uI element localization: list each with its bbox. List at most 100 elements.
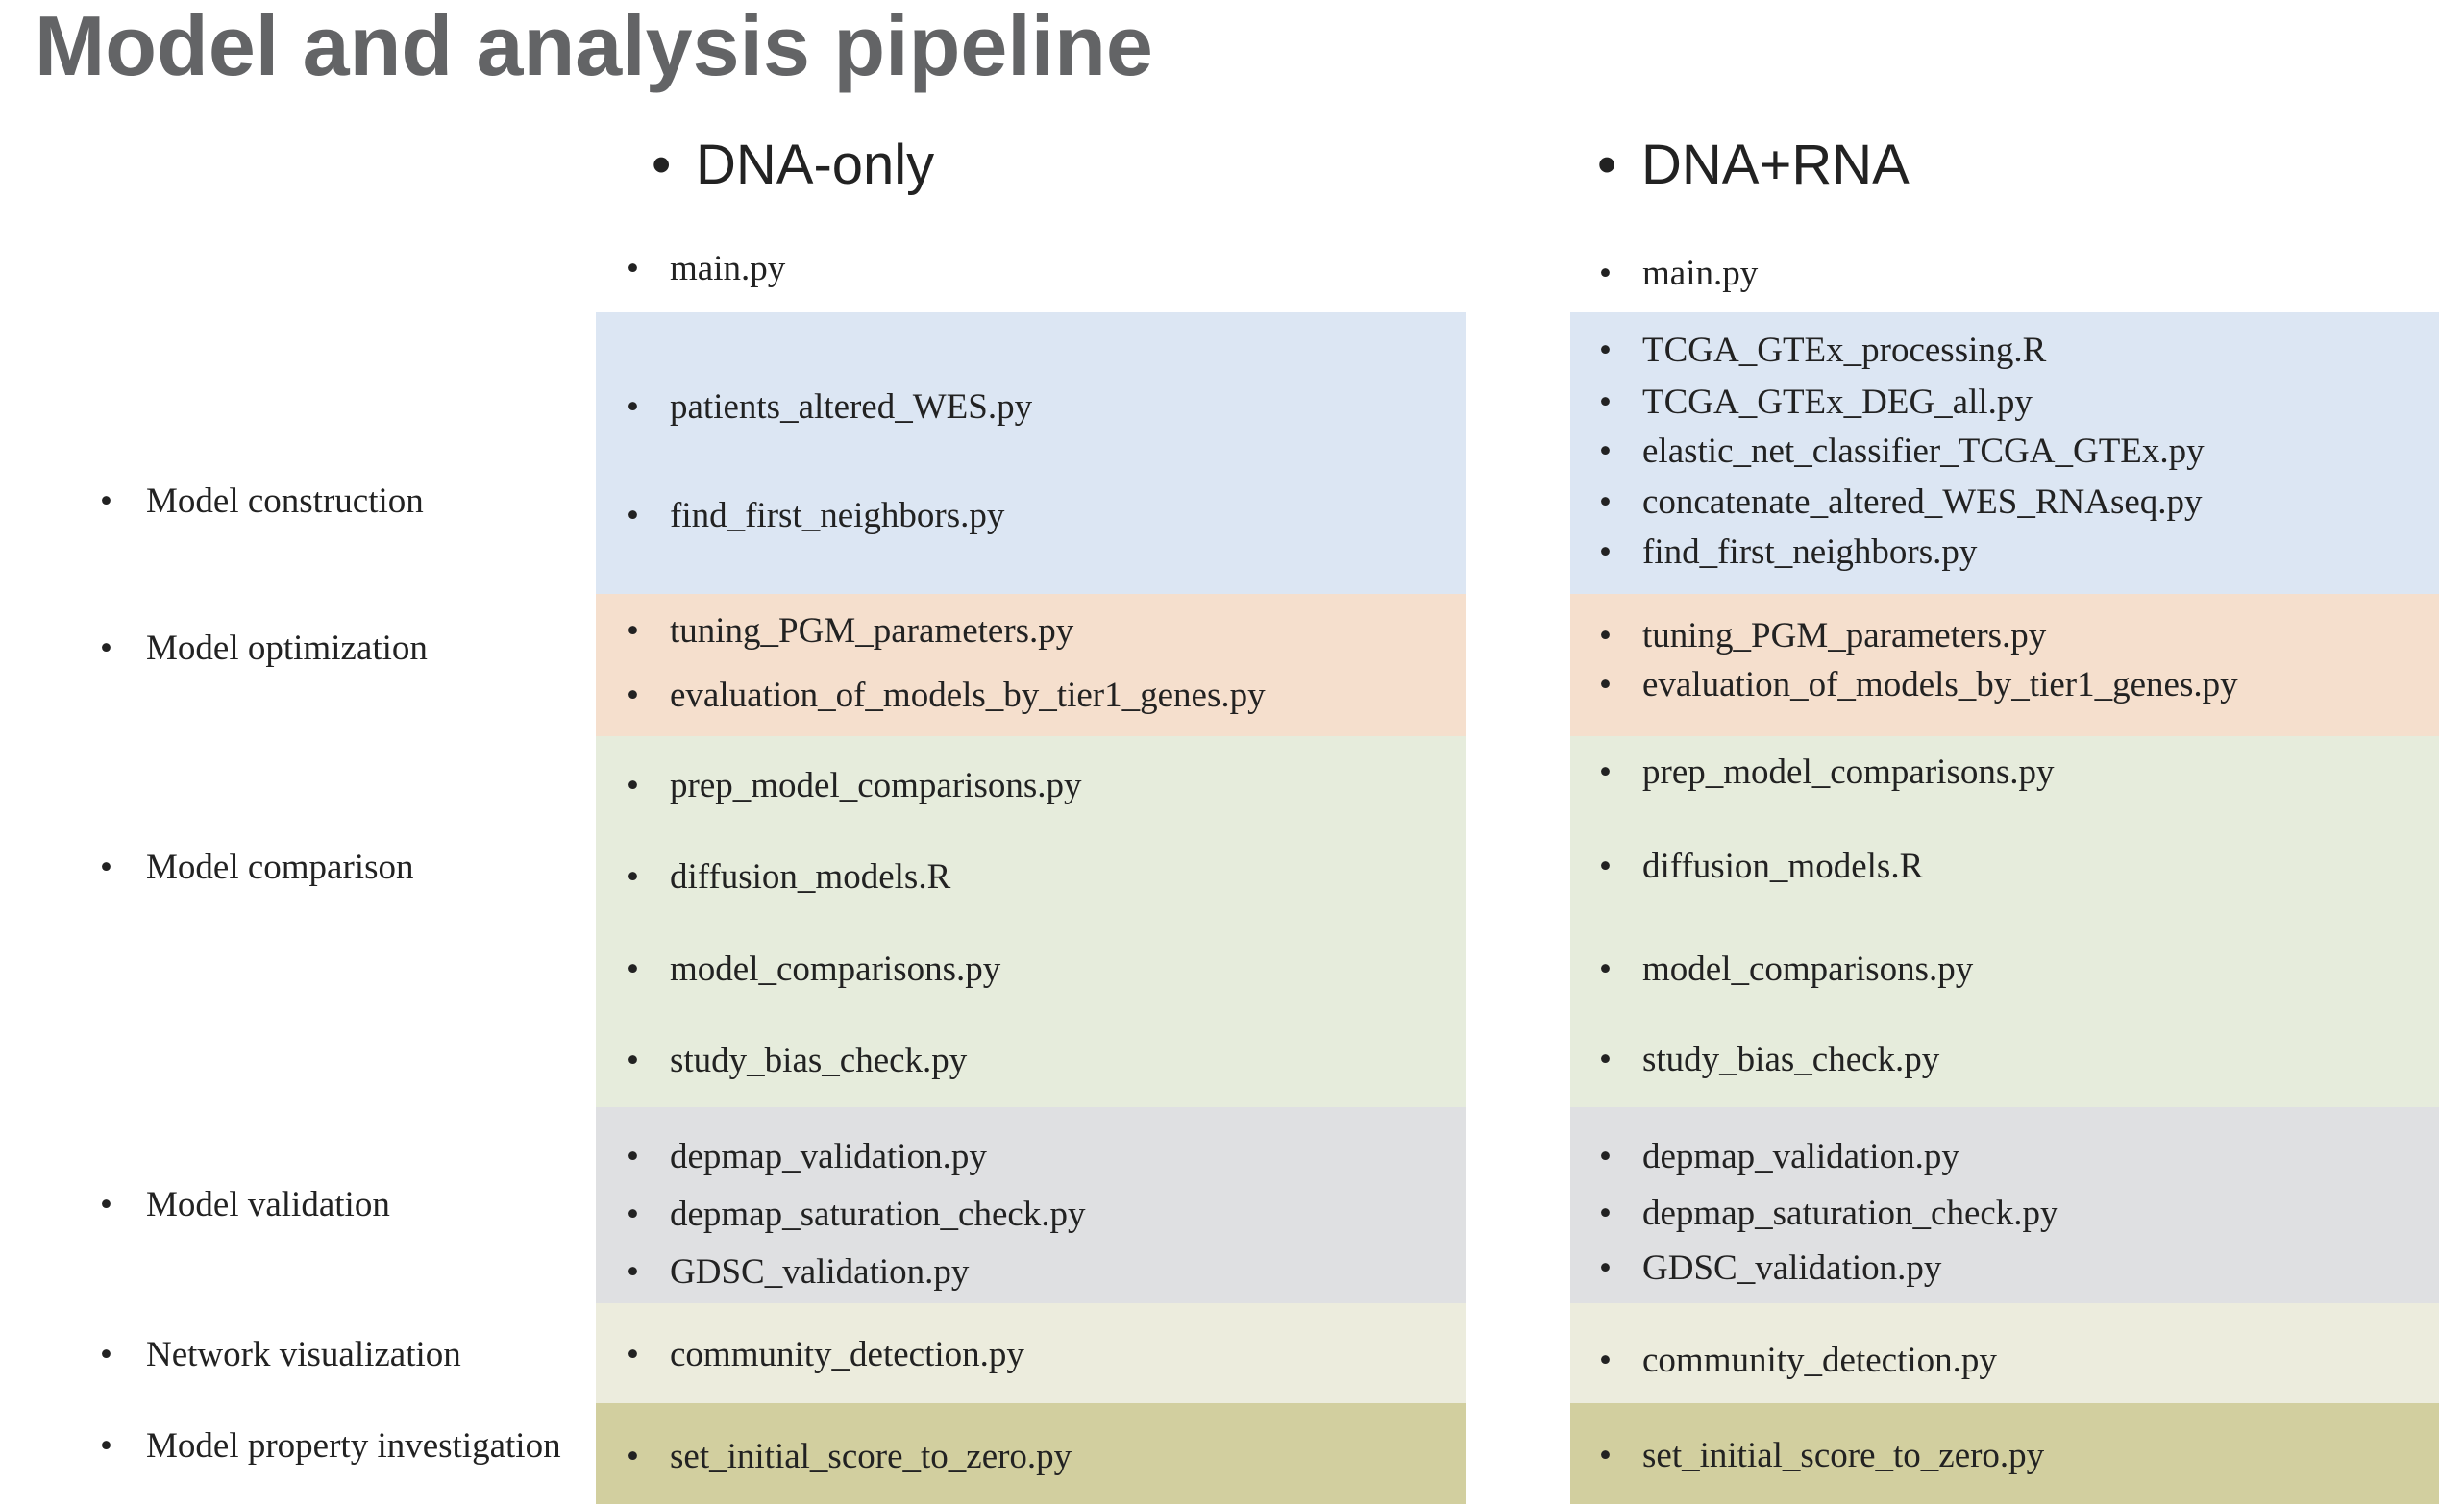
section-band-validation xyxy=(596,1107,1466,1303)
script-item: • prep_model_comparisons.py xyxy=(627,765,1082,807)
script-text: diffusion_models.R xyxy=(1642,847,1924,886)
script-item: • depmap_validation.py xyxy=(1599,1136,1959,1178)
script-text: elastic_net_classifier_TCGA_GTEx.py xyxy=(1642,432,2205,471)
page-title: Model and analysis pipeline xyxy=(35,0,1153,93)
script-text: study_bias_check.py xyxy=(1642,1040,1940,1079)
script-text: main.py xyxy=(670,249,786,288)
bullet-icon: • xyxy=(100,1426,112,1466)
section-band-validation xyxy=(1570,1107,2439,1303)
script-text: TCGA_GTEx_processing.R xyxy=(1642,331,2047,370)
script-text: GDSC_validation.py xyxy=(670,1252,970,1292)
script-text: evaluation_of_models_by_tier1_genes.py xyxy=(670,676,1266,715)
bullet-icon: • xyxy=(100,629,112,668)
column-header: • DNA+RNA xyxy=(1597,127,1910,204)
bullet-icon: • xyxy=(627,611,639,651)
bullet-icon: • xyxy=(1599,665,1612,704)
bullet-icon: • xyxy=(1599,753,1612,792)
bullet-icon: • xyxy=(652,134,672,196)
stage-label-comparison: • Model comparison xyxy=(100,847,413,889)
bullet-icon: • xyxy=(1599,616,1612,655)
script-text: community_detection.py xyxy=(1642,1341,1997,1380)
script-text: set_initial_score_to_zero.py xyxy=(670,1437,1072,1476)
section-band-construction xyxy=(596,312,1466,594)
script-text: prep_model_comparisons.py xyxy=(670,766,1082,805)
script-item: • depmap_saturation_check.py xyxy=(627,1194,1086,1236)
bullet-icon: • xyxy=(1599,1248,1612,1288)
script-item: • diffusion_models.R xyxy=(627,856,950,899)
script-item: • evaluation_of_models_by_tier1_genes.py xyxy=(627,675,1266,717)
stage-label-optimization: • Model optimization xyxy=(100,628,428,670)
stage-label-text: Model construction xyxy=(146,482,424,521)
bullet-icon: • xyxy=(1599,1137,1612,1176)
script-item: • GDSC_validation.py xyxy=(1599,1248,1941,1290)
script-item: • elastic_net_classifier_TCGA_GTEx.py xyxy=(1599,431,2205,473)
script-text: model_comparisons.py xyxy=(670,950,1001,989)
script-text: tuning_PGM_parameters.py xyxy=(670,611,1074,651)
script-text: find_first_neighbors.py xyxy=(1642,532,1978,572)
bullet-icon: • xyxy=(627,950,639,989)
script-text: TCGA_GTEx_DEG_all.py xyxy=(1642,383,2033,422)
script-item: • set_initial_score_to_zero.py xyxy=(627,1436,1072,1478)
script-text: main.py xyxy=(1642,254,1759,293)
section-band-construction xyxy=(1570,312,2439,594)
bullet-icon: • xyxy=(627,387,639,427)
section-band-optimization xyxy=(596,594,1466,736)
bullet-icon: • xyxy=(627,249,639,288)
script-item: • find_first_neighbors.py xyxy=(627,495,1004,537)
script-item: • GDSC_validation.py xyxy=(627,1251,969,1294)
script-item: • depmap_validation.py xyxy=(627,1136,987,1178)
script-item: • tuning_PGM_parameters.py xyxy=(627,610,1073,653)
column-header: • DNA-only xyxy=(652,127,934,204)
script-item: • model_comparisons.py xyxy=(627,949,1000,991)
script-text: depmap_saturation_check.py xyxy=(670,1195,1086,1234)
section-band-investigation xyxy=(596,1403,1466,1504)
script-text: study_bias_check.py xyxy=(670,1041,968,1080)
bullet-icon: • xyxy=(627,1252,639,1292)
bullet-icon: • xyxy=(1599,847,1612,886)
section-band-investigation xyxy=(1570,1403,2439,1504)
script-item: • find_first_neighbors.py xyxy=(1599,531,1977,574)
bullet-icon: • xyxy=(1599,482,1612,522)
section-band-comparison xyxy=(1570,736,2439,1107)
bullet-icon: • xyxy=(1599,532,1612,572)
bullet-icon: • xyxy=(1599,254,1612,293)
bullet-icon: • xyxy=(627,1437,639,1476)
script-text: patients_altered_WES.py xyxy=(670,387,1033,427)
stage-label-text: Model validation xyxy=(146,1185,390,1224)
bullet-icon: • xyxy=(627,1041,639,1080)
script-text: depmap_validation.py xyxy=(1642,1137,1959,1176)
script-text: community_detection.py xyxy=(670,1335,1024,1374)
bullet-icon: • xyxy=(1599,383,1612,422)
script-item: • depmap_saturation_check.py xyxy=(1599,1193,2058,1235)
script-text: tuning_PGM_parameters.py xyxy=(1642,616,2047,655)
script-text: evaluation_of_models_by_tier1_genes.py xyxy=(1642,665,2238,704)
bullet-icon: • xyxy=(1599,331,1612,370)
bullet-icon: • xyxy=(627,496,639,535)
section-band-visualization xyxy=(1570,1303,2439,1403)
bullet-icon: • xyxy=(627,1137,639,1176)
bullet-icon: • xyxy=(100,482,112,521)
bullet-icon: • xyxy=(1599,950,1612,989)
stage-label-text: Network visualization xyxy=(146,1335,461,1374)
stage-label-text: Model optimization xyxy=(146,629,428,668)
bullet-icon: • xyxy=(627,1195,639,1234)
bullet-icon: • xyxy=(627,1335,639,1374)
stage-label-validation: • Model validation xyxy=(100,1184,390,1226)
script-item: • study_bias_check.py xyxy=(627,1040,967,1082)
main-script: • main.py xyxy=(1599,253,1758,295)
bullet-icon: • xyxy=(100,1335,112,1374)
stage-label-text: Model property investigation xyxy=(146,1426,561,1466)
section-band-optimization xyxy=(1570,594,2439,736)
bullet-icon: • xyxy=(1599,432,1612,471)
main-script: • main.py xyxy=(627,248,785,290)
script-item: • tuning_PGM_parameters.py xyxy=(1599,615,2046,657)
bullet-icon: • xyxy=(1599,1194,1612,1233)
stage-label-construction: • Model construction xyxy=(100,481,424,523)
script-item: • TCGA_GTEx_DEG_all.py xyxy=(1599,382,2033,424)
script-item: • set_initial_score_to_zero.py xyxy=(1599,1435,2044,1477)
script-item: • model_comparisons.py xyxy=(1599,949,1973,991)
script-item: • concatenate_altered_WES_RNAseq.py xyxy=(1599,482,2203,524)
bullet-icon: • xyxy=(1599,1040,1612,1079)
bullet-icon: • xyxy=(627,857,639,897)
script-item: • evaluation_of_models_by_tier1_genes.py xyxy=(1599,664,2238,706)
